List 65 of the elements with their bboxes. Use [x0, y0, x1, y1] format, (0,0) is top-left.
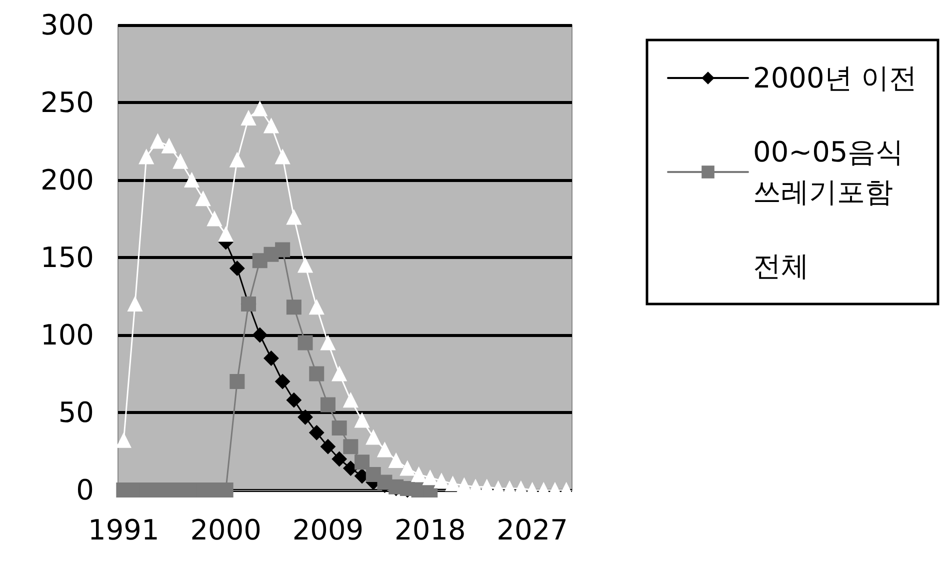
y-tick-label: 250 [40, 86, 94, 119]
point [422, 470, 438, 486]
point [354, 454, 370, 470]
y-tick-label: 200 [40, 164, 94, 196]
point [343, 460, 358, 476]
point [286, 210, 302, 225]
x-tick-label: 1991 [88, 514, 160, 546]
y-tick-label: 300 [40, 8, 94, 42]
point [309, 425, 324, 440]
point [150, 134, 166, 149]
point [377, 442, 392, 458]
point [275, 374, 290, 389]
point [286, 392, 302, 408]
legend-label: 2000년 이전 [753, 62, 918, 94]
point [230, 260, 245, 276]
point [230, 374, 245, 389]
x-tick-label: 2018 [394, 514, 466, 546]
point [354, 412, 370, 428]
point [298, 335, 313, 350]
legend-label: 00~05음식쓰레기포함 [753, 136, 904, 208]
point [320, 335, 336, 350]
point [252, 101, 268, 116]
point [286, 300, 302, 315]
point [172, 154, 188, 169]
text: 전체 [753, 250, 809, 282]
point [388, 453, 404, 468]
y-tick-label: 0 [76, 474, 94, 506]
point [298, 258, 313, 273]
point [411, 467, 426, 482]
y-tick-label: 150 [40, 241, 94, 274]
point [128, 296, 143, 312]
point [332, 452, 347, 466]
point [196, 191, 211, 206]
point [275, 149, 290, 164]
point [162, 138, 177, 154]
point [400, 460, 415, 476]
point [309, 366, 324, 382]
x-tick-label: 2027 [496, 514, 568, 546]
point [184, 172, 200, 188]
point [116, 432, 132, 448]
point [275, 242, 290, 258]
point [230, 152, 245, 168]
point [445, 476, 460, 492]
y-tick-label: 50 [58, 396, 94, 429]
point [264, 350, 279, 366]
point [343, 439, 358, 454]
point [298, 410, 313, 425]
point [264, 118, 279, 134]
x-tick-label: 2000 [190, 514, 262, 546]
point [320, 397, 336, 412]
point [332, 366, 347, 382]
point [138, 149, 154, 164]
point [343, 392, 358, 408]
point [241, 110, 256, 126]
point [206, 211, 222, 226]
point [320, 439, 336, 454]
point [456, 478, 472, 493]
point [332, 420, 347, 436]
point [252, 328, 268, 342]
y-tick-label: 100 [40, 318, 94, 352]
point [218, 226, 234, 242]
point [309, 300, 324, 315]
x-tick-label: 2009 [292, 514, 364, 546]
point [366, 430, 381, 445]
point [434, 473, 449, 488]
